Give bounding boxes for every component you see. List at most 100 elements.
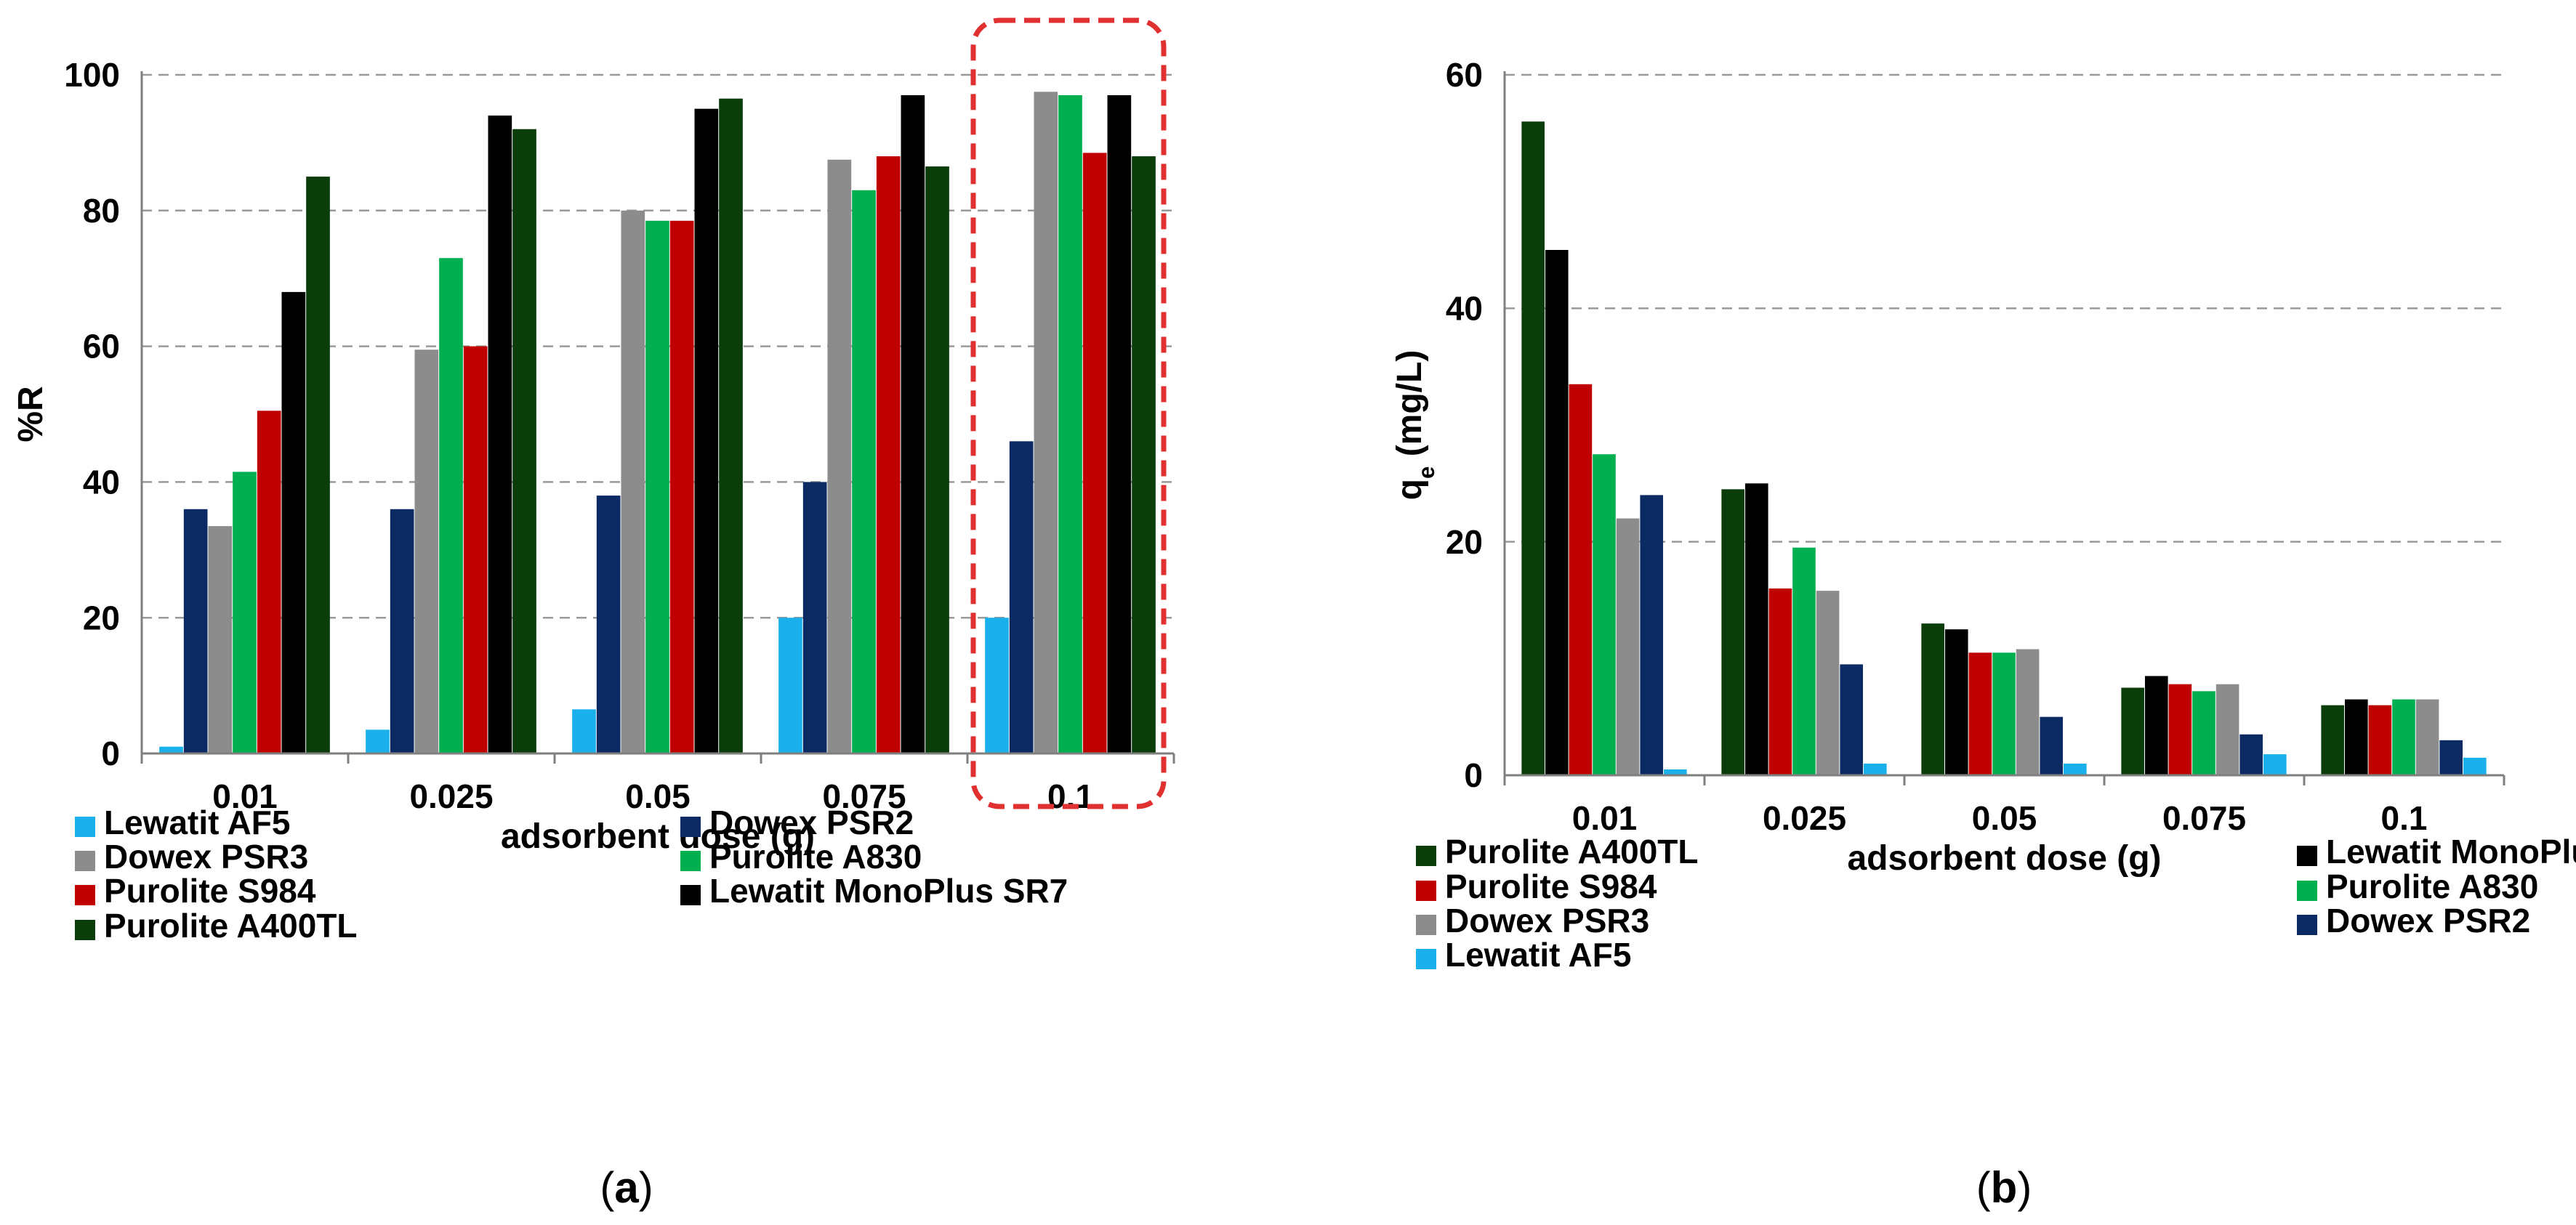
legend-swatch-lewatit-af5 (1416, 949, 1436, 969)
y-tick-label-40: 40 (83, 464, 120, 501)
panel-a-x-tick-labels: 0.01 0.025 0.05 0.075 0.1 (140, 753, 1175, 815)
y-tick-label-0: 0 (1464, 756, 1483, 794)
panel-b-y-axis-label: qe (mg/L) (1390, 350, 1439, 501)
bar-dowex-psr2-0-01 (1640, 495, 1664, 775)
bar-lewatit-af5-0-01 (1664, 769, 1687, 775)
bar-dowex-psr3-0-01 (1616, 518, 1640, 775)
panel-a-caption: (a) (600, 1163, 653, 1212)
bar-purolite-a830-0-05 (645, 220, 669, 753)
x-tick-label-0-075: 0.075 (2162, 799, 2246, 837)
bar-purolite-a400tl-0-05 (1921, 623, 1944, 775)
x-tick-label-0-025: 0.025 (1763, 799, 1846, 837)
bar-dowex-psr2-0-1 (1009, 441, 1034, 753)
bar-dowex-psr2-0-01 (183, 509, 208, 753)
bar-purolite-a830-0-025 (1792, 547, 1816, 775)
bar-lewatit-af5-0-1 (985, 618, 1009, 753)
bar-purolite-a400tl-0-01 (1521, 121, 1545, 775)
bar-purolite-a400tl-0-075 (925, 166, 949, 754)
bar-lewatit-monoplus-sr7-0-05 (1944, 629, 1968, 775)
panel-a-y-axis-label: %R (12, 386, 50, 442)
legend-swatch-purolite-a830 (2297, 881, 2317, 901)
bar-dowex-psr3-0-01 (208, 526, 233, 753)
legend-label-dowex-psr2: Dowex PSR2 (709, 804, 914, 841)
bar-purolite-a400tl-0-1 (2321, 705, 2344, 775)
bar-purolite-a830-0-1 (1058, 95, 1082, 753)
bar-purolite-s984-0-05 (1968, 652, 1992, 775)
legend-label-lewatit-af5: Lewatit AF5 (1445, 936, 1631, 974)
bar-purolite-s984-0-05 (669, 220, 694, 753)
bar-purolite-a400tl-0-01 (306, 177, 330, 754)
legend-label-purolite-s984: Purolite S984 (104, 872, 316, 910)
legend-label-purolite-s984: Purolite S984 (1445, 868, 1657, 905)
bar-purolite-s984-0-1 (2368, 705, 2392, 775)
x-tick-label-0-1: 0.1 (2381, 799, 2428, 837)
x-tick-label-0-025: 0.025 (409, 777, 493, 815)
bar-lewatit-monoplus-sr7-0-025 (488, 116, 512, 754)
bar-lewatit-af5-0-075 (2263, 754, 2287, 775)
bar-lewatit-af5-0-025 (1864, 763, 1887, 775)
bar-purolite-s984-0-075 (876, 156, 901, 753)
bar-purolite-s984-0-075 (2168, 684, 2192, 775)
y-tick-label-80: 80 (83, 192, 120, 230)
legend-label-purolite-a830: Purolite A830 (2326, 868, 2538, 905)
bar-purolite-a830-0-01 (233, 472, 257, 753)
legend-label-dowex-psr3: Dowex PSR3 (1445, 902, 1649, 939)
bar-purolite-a830-0-05 (1992, 652, 2016, 775)
y-tick-label-0: 0 (101, 735, 120, 772)
bar-dowex-psr2-0-025 (390, 509, 414, 753)
bar-lewatit-af5-0-1 (2463, 757, 2487, 775)
y-tick-label-60: 60 (1446, 56, 1483, 94)
y-tick-label-100: 100 (64, 56, 120, 94)
bar-dowex-psr3-0-075 (2215, 684, 2239, 775)
bar-dowex-psr3-0-025 (1816, 591, 1840, 775)
y-tick-label-40: 40 (1446, 289, 1483, 327)
legend-label-dowex-psr2: Dowex PSR2 (2326, 902, 2530, 939)
bar-purolite-a400tl-0-025 (512, 129, 536, 754)
legend-label-lewatit-af5: Lewatit AF5 (104, 804, 290, 841)
legend-label-purolite-a400tl: Purolite A400TL (1445, 833, 1698, 870)
bar-lewatit-af5-0-05 (572, 709, 596, 753)
bar-lewatit-monoplus-sr7-0-01 (1545, 250, 1569, 775)
panel-a-chart: 0 20 40 60 80 100 0.01 0.025 0.05 0.075 0.1 adsor… (12, 17, 1175, 1212)
panel-b-x-axis-label: adsorbent dose (g) (1847, 839, 2161, 878)
y-tick-label-20: 20 (1446, 523, 1483, 561)
panel-b-caption: (b) (1976, 1163, 2032, 1212)
bar-purolite-s984-0-01 (1569, 384, 1593, 775)
x-tick-label-0-01: 0.01 (212, 777, 278, 815)
legend-label-purolite-a830: Purolite A830 (709, 838, 922, 876)
bar-dowex-psr2-0-05 (2040, 716, 2064, 775)
bar-dowex-psr2-0-1 (2439, 740, 2463, 775)
x-tick-label-0-05: 0.05 (1972, 799, 2037, 837)
bar-lewatit-monoplus-sr7-0-025 (1744, 483, 1768, 775)
panel-a-bars (159, 92, 1156, 754)
legend-label-purolite-a400tl: Purolite A400TL (104, 907, 357, 945)
bar-lewatit-monoplus-sr7-0-1 (2344, 699, 2368, 775)
bar-dowex-psr2-0-025 (1840, 664, 1864, 775)
bar-lewatit-monoplus-sr7-0-1 (1107, 95, 1132, 753)
panel-a-highlight-box (970, 17, 1167, 809)
bar-purolite-a400tl-0-075 (2121, 687, 2144, 775)
legend-swatch-purolite-a400tl (75, 920, 95, 940)
legend-swatch-purolite-a400tl (1416, 846, 1436, 866)
legend-label-lewatit-monoplus-sr7: Lewatit MonoPlus SR7 (709, 872, 1068, 910)
bar-purolite-a830-0-075 (2192, 691, 2215, 775)
panel-a-y-tick-labels: 0 20 40 60 80 100 (64, 56, 120, 772)
bar-purolite-a400tl-0-1 (1132, 156, 1156, 753)
panel-a-x-axis-label: adsorbent dose (g) (501, 817, 815, 856)
bar-dowex-psr2-0-05 (596, 496, 621, 753)
panel-b-chart: 0 20 40 60 0.01 0.025 0.05 0.075 0.1 adsorbent … (1390, 56, 2576, 1212)
legend-swatch-lewatit-monoplus-sr7 (680, 885, 701, 905)
bar-dowex-psr2-0-075 (2239, 734, 2263, 775)
legend-swatch-purolite-s984 (1416, 881, 1436, 901)
bar-dowex-psr2-0-075 (802, 482, 827, 753)
bar-purolite-a400tl-0-05 (719, 98, 743, 753)
panel-b-bars (1521, 121, 2487, 775)
panel-b-y-tick-labels: 0 20 40 60 (1446, 56, 1483, 794)
bar-lewatit-monoplus-sr7-0-01 (281, 291, 306, 753)
legend-swatch-dowex-psr3 (1416, 915, 1436, 935)
bar-dowex-psr3-0-1 (1034, 92, 1058, 754)
legend-label-dowex-psr3: Dowex PSR3 (104, 838, 308, 876)
